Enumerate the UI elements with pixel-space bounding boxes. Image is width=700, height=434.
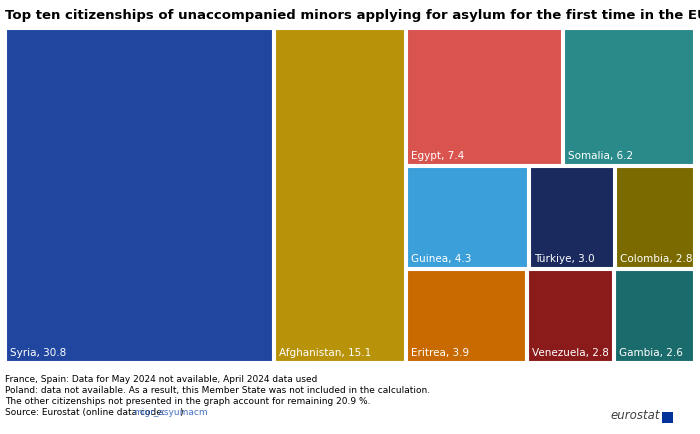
Text: Egypt, 7.4: Egypt, 7.4	[412, 151, 465, 161]
Bar	[407, 167, 528, 268]
Text: Afghanistan, 15.1: Afghanistan, 15.1	[279, 348, 372, 358]
Bar	[564, 29, 694, 165]
Bar	[662, 412, 673, 423]
Bar	[615, 270, 694, 362]
Text: France, Spain: Data for May 2024 not available, April 2024 data used: France, Spain: Data for May 2024 not ava…	[5, 375, 317, 384]
Text: Guinea, 4.3: Guinea, 4.3	[412, 253, 472, 263]
Bar	[407, 29, 562, 165]
Bar	[407, 270, 526, 362]
Text: Top ten citizenships of unaccompanied minors applying for asylum for the first t: Top ten citizenships of unaccompanied mi…	[5, 9, 700, 22]
Text: eurostat: eurostat	[610, 409, 659, 422]
Text: Poland: data not available. As a result, this Member State was not included in t: Poland: data not available. As a result,…	[5, 386, 430, 395]
Text: Gambia, 2.6: Gambia, 2.6	[620, 348, 683, 358]
Bar	[531, 167, 614, 268]
Bar	[528, 270, 613, 362]
Text: Somalia, 6.2: Somalia, 6.2	[568, 151, 634, 161]
Text: Venezuela, 2.8: Venezuela, 2.8	[533, 348, 609, 358]
Text: Source: Eurostat (online data code:: Source: Eurostat (online data code:	[5, 408, 167, 417]
Text: Türkiye, 3.0: Türkiye, 3.0	[534, 253, 595, 263]
Text: ): )	[179, 408, 183, 417]
Text: migr_asyumacm: migr_asyumacm	[133, 408, 207, 417]
Text: Colombia, 2.8: Colombia, 2.8	[620, 253, 692, 263]
Bar	[275, 29, 405, 362]
Text: The other citizenships not presented in the graph account for remaining 20.9 %.: The other citizenships not presented in …	[5, 397, 370, 406]
Bar	[616, 167, 694, 268]
Text: Syria, 30.8: Syria, 30.8	[10, 348, 66, 358]
Bar	[6, 29, 274, 362]
Text: Eritrea, 3.9: Eritrea, 3.9	[412, 348, 470, 358]
